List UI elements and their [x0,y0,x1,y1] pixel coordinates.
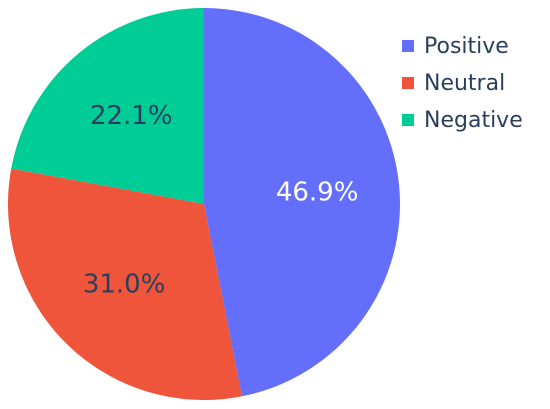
pie-slices [7,8,401,400]
pie-slice-negative [11,8,205,204]
legend-swatch-neutral [402,77,414,89]
legend-item-positive[interactable]: Positive [402,34,509,59]
legend-swatch-negative [402,114,414,126]
legend-item-neutral[interactable]: Neutral [402,71,505,96]
pie-slice-positive [204,8,401,397]
legend-item-negative[interactable]: Negative [402,108,523,133]
pie-labels: 46.9% 31.0% 22.1% [83,101,359,299]
legend-swatch-positive [402,40,414,52]
legend: Positive Neutral Negative [402,34,523,133]
legend-label-positive: Positive [424,34,509,59]
legend-label-neutral: Neutral [424,71,505,96]
pie-slice-neutral [7,168,242,400]
slice-label-positive: 46.9% [276,177,359,207]
legend-label-negative: Negative [424,108,523,133]
slice-label-negative: 22.1% [90,101,173,131]
slice-label-neutral: 31.0% [83,269,166,299]
